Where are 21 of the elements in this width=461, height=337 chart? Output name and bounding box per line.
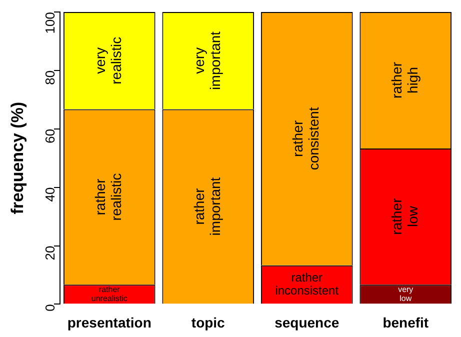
x-tick-label: topic xyxy=(191,314,226,330)
data-label: rather high xyxy=(388,62,420,99)
data-label: very important xyxy=(190,31,223,90)
x-tick-label: presentation xyxy=(67,314,152,330)
x-tick-label: sequence xyxy=(274,314,340,330)
x-tick-label: benefit xyxy=(382,314,429,330)
data-label: rather low xyxy=(388,198,420,235)
y-axis-title: frequency (%) xyxy=(8,102,27,214)
data-label: rather consistent xyxy=(290,107,322,170)
y-tick-label: 100 xyxy=(42,12,58,34)
data-label: very realistic xyxy=(92,36,124,84)
data-label: rather unrealistic xyxy=(91,284,128,303)
y-tick-label: 0 xyxy=(42,304,58,312)
data-label: very low xyxy=(398,284,414,303)
data-label: rather important xyxy=(190,177,223,236)
data-label: rather realistic xyxy=(92,173,124,221)
data-label: rather inconsistent xyxy=(275,270,340,298)
y-tick-label: 80 xyxy=(42,70,58,85)
y-tick-label: 40 xyxy=(42,187,58,202)
y-tick-label: 60 xyxy=(42,128,58,144)
y-tick-label: 20 xyxy=(42,246,58,260)
